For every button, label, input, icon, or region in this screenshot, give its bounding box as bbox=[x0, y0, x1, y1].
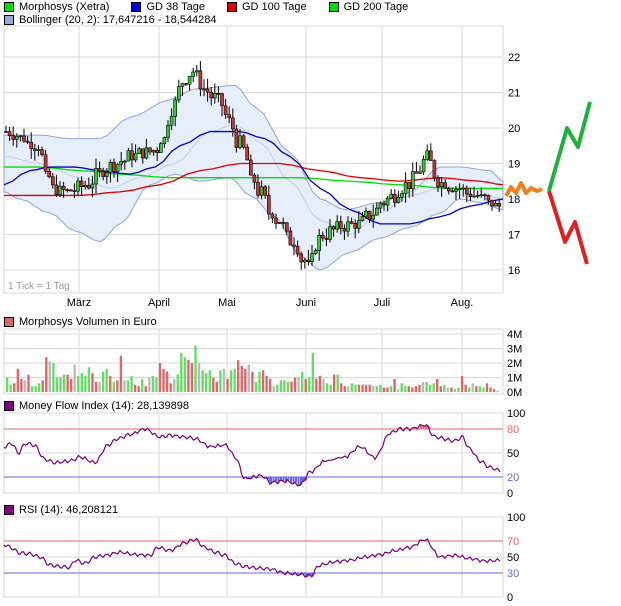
y-tick-label: 50 bbox=[507, 448, 519, 460]
x-tick-label: April bbox=[148, 297, 170, 309]
x-tick-label: Aug. bbox=[451, 297, 474, 309]
y-tick-label: 20 bbox=[507, 472, 519, 484]
legend-swatch-icon bbox=[131, 1, 142, 12]
rsi-panel: 100 70 50 30 0 bbox=[3, 512, 525, 604]
legend-swatch-icon bbox=[4, 400, 14, 411]
y-tick-label: 18 bbox=[508, 194, 520, 206]
mfi-oversold-fill bbox=[243, 477, 307, 486]
x-tick-label: Juli bbox=[374, 297, 391, 309]
x-tick-label: Mai bbox=[218, 297, 236, 309]
x-tick-label: März bbox=[67, 297, 91, 309]
legend-swatch-icon bbox=[227, 1, 237, 12]
legend-label: GD 100 Tage bbox=[242, 0, 307, 13]
bollinger-middle-line bbox=[3, 123, 504, 236]
mfi-y-axis: 100 80 50 20 0 bbox=[507, 408, 525, 500]
y-tick-label: 2M bbox=[507, 358, 522, 370]
y-tick-label: 0 bbox=[507, 488, 513, 500]
y-tick-label: 3M bbox=[507, 344, 522, 356]
month-x-axis: März April Mai Juni Juli Aug. bbox=[67, 297, 474, 309]
main-legend: Morphosys (Xetra) GD 38 Tage GD 100 Tage… bbox=[4, 0, 430, 13]
y-tick-label: 100 bbox=[507, 512, 525, 524]
volume-legend: Morphosys Volumen in Euro bbox=[4, 315, 179, 328]
legend-swatch-icon bbox=[4, 316, 14, 327]
legend-item-gd38: GD 38 Tage bbox=[131, 1, 205, 13]
bollinger-legend: Bollinger (20, 2): 17,647216 - 18,544284 bbox=[4, 13, 239, 26]
legend-label: Bollinger (20, 2): 17,647216 - 18,544284 bbox=[19, 13, 217, 26]
volume-bars bbox=[6, 345, 499, 392]
y-tick-label: 22 bbox=[508, 52, 520, 64]
legend-swatch-icon bbox=[4, 1, 14, 12]
legend-label: Money Flow Index (14): 28,139898 bbox=[19, 399, 189, 412]
forecast-sideways-icon bbox=[504, 181, 543, 197]
tick-note: 1 Tick = 1 Tag bbox=[8, 281, 70, 292]
legend-item-morphosys: Morphosys (Xetra) bbox=[4, 1, 109, 13]
mfi-legend: Money Flow Index (14): 28,139898 bbox=[4, 399, 211, 412]
legend-label: RSI (14): 46,208121 bbox=[19, 503, 119, 516]
legend-label: GD 200 Tage bbox=[343, 0, 409, 13]
price-y-axis: 22 21 20 19 18 17 16 bbox=[508, 52, 520, 277]
x-tick-label: Juni bbox=[296, 297, 316, 309]
y-tick-label: 0M bbox=[507, 387, 522, 399]
candlesticks bbox=[4, 61, 502, 270]
forecast-down-icon bbox=[547, 190, 589, 265]
rsi-y-axis: 100 70 50 30 0 bbox=[507, 512, 525, 604]
y-tick-label: 16 bbox=[508, 265, 520, 277]
y-tick-label: 0 bbox=[507, 592, 513, 604]
legend-label: GD 38 Tage bbox=[146, 0, 205, 13]
volume-y-axis: 4M 3M 2M 1M 0M bbox=[507, 329, 522, 399]
legend-swatch-icon bbox=[4, 14, 14, 25]
legend-item-gd200: GD 200 Tage bbox=[328, 0, 409, 13]
y-tick-label: 1M bbox=[507, 373, 522, 385]
legend-label: Morphosys (Xetra) bbox=[19, 0, 110, 13]
rsi-legend: RSI (14): 46,208121 bbox=[4, 503, 140, 516]
y-tick-label: 21 bbox=[508, 88, 520, 100]
legend-label: Morphosys Volumen in Euro bbox=[19, 315, 157, 328]
legend-item-mfi: Money Flow Index (14): 28,139898 bbox=[4, 400, 189, 412]
forecast-up-icon bbox=[547, 101, 592, 192]
volume-panel: 4M 3M 2M 1M 0M bbox=[3, 328, 522, 399]
legend-swatch-icon bbox=[328, 1, 339, 12]
legend-swatch-icon bbox=[4, 504, 14, 515]
y-tick-label: 4M bbox=[507, 329, 522, 341]
y-tick-label: 17 bbox=[508, 230, 520, 242]
y-tick-label: 100 bbox=[507, 408, 525, 420]
legend-item-bollinger: Bollinger (20, 2): 17,647216 - 18,544284 bbox=[4, 14, 217, 26]
y-tick-label: 80 bbox=[507, 424, 519, 436]
rsi-line bbox=[3, 537, 501, 578]
y-tick-label: 70 bbox=[507, 536, 519, 548]
legend-item-rsi: RSI (14): 46,208121 bbox=[4, 504, 118, 516]
legend-item-volume: Morphosys Volumen in Euro bbox=[4, 316, 157, 328]
y-tick-label: 30 bbox=[507, 568, 519, 580]
mfi-line bbox=[3, 423, 501, 487]
legend-item-gd100: GD 100 Tage bbox=[227, 1, 307, 13]
y-tick-label: 19 bbox=[508, 159, 520, 171]
volume-gridlines bbox=[4, 329, 503, 394]
mfi-panel: 100 80 50 20 0 bbox=[3, 408, 525, 500]
y-tick-label: 20 bbox=[508, 123, 520, 135]
y-tick-label: 50 bbox=[507, 552, 519, 564]
